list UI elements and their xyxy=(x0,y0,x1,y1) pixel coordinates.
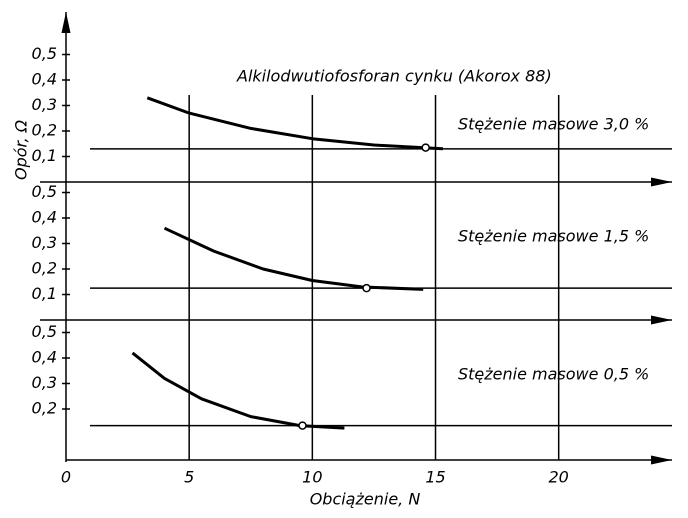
x-axis-label: Obciążenie, N xyxy=(310,490,421,509)
y-tick-label: 0,3 xyxy=(32,95,57,114)
y-axis-label: Opór, Ω xyxy=(12,119,31,180)
panel-label: Stężenie masowe 0,5 % xyxy=(458,365,649,384)
y-tick-label: 0,3 xyxy=(32,233,57,252)
marker-point xyxy=(362,283,371,293)
marker-point xyxy=(298,421,307,430)
x-tick-label: 10 xyxy=(302,468,322,487)
chart-title: Alkilodwutiofosforan cynku (Akorox 88) xyxy=(236,67,552,86)
curve xyxy=(131,351,345,430)
y-tick-label: 0,3 xyxy=(32,373,57,392)
y-tick-label: 0,1 xyxy=(32,284,57,303)
panel-label: Stężenie masowe 1,5 % xyxy=(458,227,649,246)
marker-point xyxy=(421,143,430,152)
y-tick-label: 0,5 xyxy=(32,44,57,63)
x-tick-label: 15 xyxy=(425,468,445,487)
curve xyxy=(146,96,443,151)
panel-label: Stężenie masowe 3,0 % xyxy=(458,115,649,134)
x-tick-label: 0 xyxy=(61,468,71,487)
y-tick-label: 0,5 xyxy=(32,322,57,341)
x-tick-label: 5 xyxy=(184,468,194,487)
y-tick-label: 0,2 xyxy=(32,259,57,278)
x-tick-label: 20 xyxy=(549,468,569,487)
curve xyxy=(163,226,424,291)
y-tick-label: 0,4 xyxy=(32,208,57,227)
y-tick-label: 0,5 xyxy=(32,182,57,201)
y-tick-label: 0,4 xyxy=(32,348,57,367)
y-tick-label: 0,2 xyxy=(32,121,57,140)
y-tick-label: 0,4 xyxy=(32,70,57,89)
y-tick-label: 0,2 xyxy=(32,399,57,418)
y-tick-label: 0,1 xyxy=(32,146,57,165)
